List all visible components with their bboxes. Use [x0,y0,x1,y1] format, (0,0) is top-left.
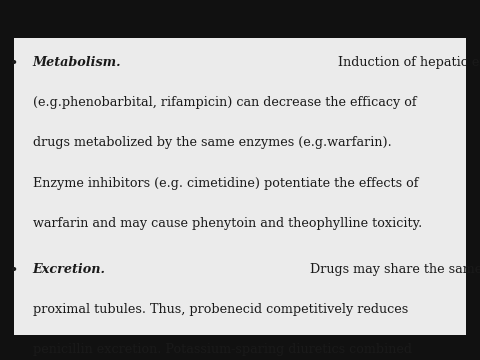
Text: drugs metabolized by the same enzymes (e.g.warfarin).: drugs metabolized by the same enzymes (e… [33,136,391,149]
Text: proximal tubules. Thus, probenecid competitively reduces: proximal tubules. Thus, probenecid compe… [33,303,408,316]
Text: (e.g.phenobarbital, rifampicin) can decrease the efficacy of: (e.g.phenobarbital, rifampicin) can decr… [33,96,416,109]
Text: •: • [10,263,18,277]
Text: Excretion.: Excretion. [33,263,106,276]
Text: warfarin and may cause phenytoin and theophylline toxicity.: warfarin and may cause phenytoin and the… [33,217,422,230]
Text: •: • [10,56,18,70]
Text: Metabolism.: Metabolism. [33,56,121,69]
Text: Drugs may share the same transport system in the: Drugs may share the same transport syste… [306,263,480,276]
Text: Induction of hepatic enzymes by a second drug: Induction of hepatic enzymes by a second… [334,56,480,69]
Text: penicillin excretion. Potassium‐sparing diuretics combined: penicillin excretion. Potassium‐sparing … [33,343,412,356]
Text: Enzyme inhibitors (e.g. cimetidine) potentiate the effects of: Enzyme inhibitors (e.g. cimetidine) pote… [33,177,418,190]
